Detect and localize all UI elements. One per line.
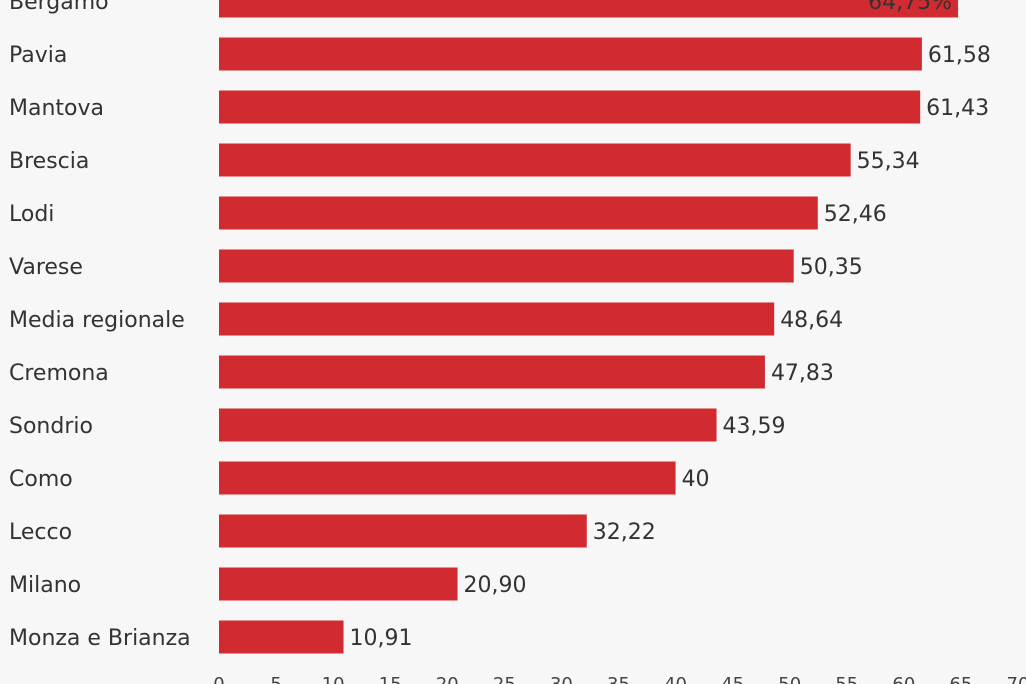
x-tick-label-25: 25 [493, 674, 516, 684]
category-label-bergamo: Bergamo [9, 0, 109, 15]
value-label-media-regionale: 48,64 [780, 308, 843, 333]
category-label-pavia: Pavia [9, 43, 67, 68]
x-tick-label-0: 0 [213, 674, 224, 684]
x-tick-label-5: 5 [270, 674, 281, 684]
category-label-cremona: Cremona [9, 361, 109, 386]
category-label-brescia: Brescia [9, 149, 89, 174]
value-label-pavia: 61,58 [928, 43, 991, 68]
value-label-milano: 20,90 [464, 573, 527, 598]
value-label-monza-e-brianza: 10,91 [350, 626, 413, 651]
x-tick-label-40: 40 [664, 674, 687, 684]
x-tick-label-55: 55 [835, 674, 858, 684]
category-labels: Bergamo Pavia Mantova Brescia Lodi Varese Medi… [9, 0, 191, 651]
bar-pavia [219, 37, 922, 71]
x-tick-label-70: 70 [1007, 674, 1026, 684]
x-tick-label-30: 30 [550, 674, 573, 684]
bars-group [219, 0, 959, 654]
value-label-bergamo: 64,75% [868, 0, 952, 15]
bar-brescia [219, 143, 851, 177]
bar-varese [219, 249, 794, 283]
value-label-varese: 50,35 [800, 255, 863, 280]
value-label-mantova: 61,43 [926, 96, 989, 121]
bar-lodi [219, 196, 818, 230]
category-label-milano: Milano [9, 573, 81, 598]
x-tick-label-60: 60 [892, 674, 915, 684]
bar-monza-e-brianza [219, 620, 344, 654]
category-label-mantova: Mantova [9, 96, 104, 121]
category-label-sondrio: Sondrio [9, 414, 93, 439]
x-tick-label-50: 50 [778, 674, 801, 684]
value-label-sondrio: 43,59 [723, 414, 786, 439]
value-label-brescia: 55,34 [857, 149, 920, 174]
x-tick-label-10: 10 [322, 674, 345, 684]
bar-milano [219, 567, 458, 601]
x-tick-label-65: 65 [949, 674, 972, 684]
bar-como [219, 461, 676, 495]
category-label-varese: Varese [9, 255, 83, 280]
value-label-cremona: 47,83 [771, 361, 834, 386]
x-axis-ticks: 0 5 10 15 20 25 30 35 40 45 50 55 60 65 70 [213, 674, 1026, 684]
value-label-lecco: 32,22 [593, 520, 656, 545]
bar-media-regionale [219, 302, 775, 336]
x-tick-label-15: 15 [379, 674, 402, 684]
value-label-lodi: 52,46 [824, 202, 887, 227]
value-label-como: 40 [682, 467, 710, 492]
category-label-monza-e-brianza: Monza e Brianza [9, 626, 191, 651]
category-label-lodi: Lodi [9, 202, 54, 227]
bar-sondrio [219, 408, 717, 442]
bar-mantova [219, 90, 921, 124]
category-label-como: Como [9, 467, 73, 492]
bar-lecco [219, 514, 587, 548]
bar-cremona [219, 355, 765, 389]
x-tick-label-20: 20 [436, 674, 459, 684]
x-tick-label-45: 45 [721, 674, 744, 684]
category-label-lecco: Lecco [9, 520, 72, 545]
category-label-media-regionale: Media regionale [9, 308, 185, 333]
x-tick-label-35: 35 [607, 674, 630, 684]
value-labels: 64,75% 61,58 61,43 55,34 52,46 50,35 48,64 47,8… [350, 0, 991, 651]
bar-bergamo [219, 0, 959, 18]
